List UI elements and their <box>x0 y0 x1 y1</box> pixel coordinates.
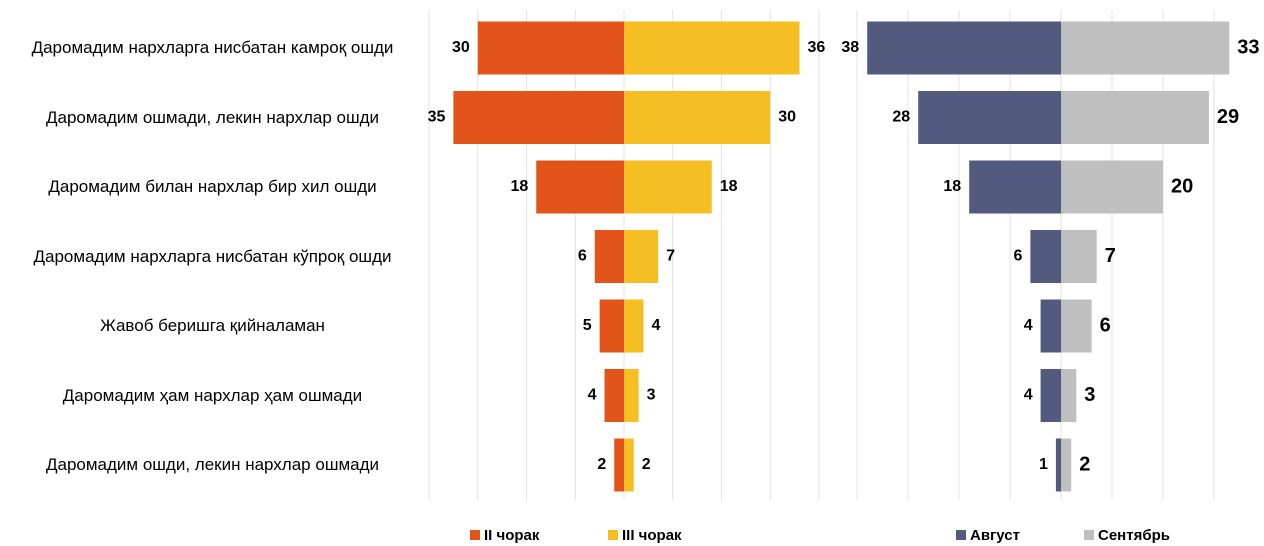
legend-swatch <box>956 530 966 540</box>
bar <box>624 230 659 283</box>
value-label: 4 <box>652 317 661 334</box>
category-label: Даромадим нархларга нисбатан кўпроқ ошди <box>33 246 392 266</box>
legend-label: III чорак <box>622 527 682 544</box>
value-label: 28 <box>892 109 910 126</box>
category-label: Даромадим ҳам нархлар ҳам ошмади <box>62 385 363 405</box>
value-label: 35 <box>428 109 446 126</box>
value-label: 6 <box>1100 314 1111 336</box>
value-label: 4 <box>1024 387 1033 404</box>
value-label: 2 <box>1079 453 1090 475</box>
bar <box>1061 91 1209 144</box>
bar <box>624 160 712 214</box>
value-label: 2 <box>642 456 651 473</box>
category-label: Даромадим ошмади, лекин нархлар ошди <box>45 107 380 127</box>
bar <box>614 438 624 492</box>
bar <box>624 91 771 144</box>
bar <box>1061 299 1092 353</box>
value-label: 38 <box>841 39 859 56</box>
value-label: 18 <box>510 178 528 195</box>
legend-swatch <box>608 530 618 540</box>
legend-swatch <box>470 530 480 540</box>
bar <box>599 299 624 353</box>
category-label: Даромадим ошди, лекин нархлар ошмади <box>45 455 380 474</box>
legend-label: II чорак <box>484 527 540 544</box>
value-label: 5 <box>583 317 592 334</box>
value-label: 20 <box>1171 175 1193 197</box>
value-label: 3 <box>647 387 656 404</box>
value-label: 2 <box>597 456 606 473</box>
value-label: 30 <box>452 39 470 56</box>
value-label: 4 <box>588 387 597 404</box>
bar <box>1061 369 1077 422</box>
value-label: 4 <box>1024 317 1033 334</box>
value-label: 18 <box>943 178 961 195</box>
value-label: 6 <box>578 248 587 265</box>
value-label: 7 <box>666 248 675 265</box>
bar <box>1030 230 1061 283</box>
value-label: 29 <box>1217 106 1239 128</box>
bar <box>1055 438 1061 492</box>
value-label: 7 <box>1105 245 1116 267</box>
value-label: 1 <box>1039 456 1048 473</box>
legend-label: Сентябрь <box>1098 527 1170 544</box>
bar <box>1040 299 1061 353</box>
value-label: 6 <box>1013 248 1022 265</box>
value-label: 3 <box>1084 384 1095 406</box>
bar <box>624 369 639 422</box>
bar <box>624 299 644 353</box>
category-label: Даромадим нархларга нисбатан камроқ ошди <box>31 38 394 57</box>
legend-swatch <box>1084 530 1094 540</box>
bar <box>1061 21 1230 75</box>
value-label: 30 <box>778 109 796 126</box>
value-label: 18 <box>720 178 738 195</box>
bar <box>969 160 1061 214</box>
legend-label: Август <box>970 527 1020 544</box>
bar <box>918 91 1061 144</box>
bar <box>453 91 624 144</box>
bar <box>536 160 624 214</box>
bar <box>624 21 800 75</box>
value-label: 33 <box>1237 36 1259 58</box>
bar <box>604 369 624 422</box>
bar <box>1061 438 1072 492</box>
bar <box>1061 160 1163 214</box>
bar <box>1061 230 1097 283</box>
bar <box>867 21 1061 75</box>
value-label: 36 <box>808 39 826 56</box>
bar <box>1040 369 1061 422</box>
bar <box>594 230 624 283</box>
bar <box>477 21 624 75</box>
bar <box>624 438 634 492</box>
category-label: Даромадим билан нархлар бир хил ошди <box>48 177 377 196</box>
category-label: Жавоб беришга қийналаман <box>100 316 325 335</box>
